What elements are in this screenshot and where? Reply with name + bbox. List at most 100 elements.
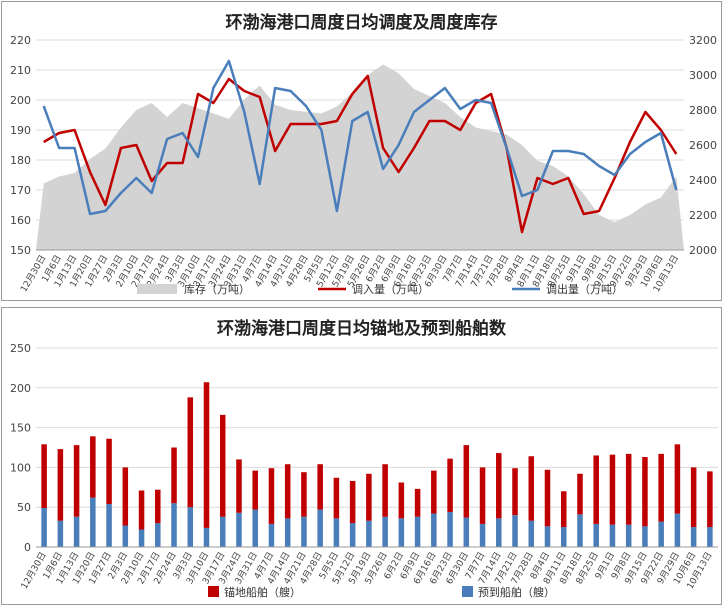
anchored-ships-bar: [155, 489, 161, 524]
expected-ships-bar: [609, 524, 616, 547]
top-right-tick-label: 2400: [689, 174, 717, 187]
anchored-ships-bar: [252, 470, 258, 510]
expected-ships-bar: [382, 516, 388, 547]
expected-ships-bar: [642, 526, 648, 547]
legend-inventory-label: 库存（万吨）: [184, 282, 250, 296]
expected-ships-bar: [528, 520, 535, 547]
anchored-ships-bar: [301, 472, 307, 517]
anchored-ships-bar: [463, 445, 470, 518]
expected-ships-bar: [447, 511, 453, 547]
top-chart-svg: 150 160 170 180 190 200 210 220 2000 2200 2400 2600…: [10, 34, 717, 296]
anchored-ships-bar: [382, 464, 388, 517]
legend-expected-label: 预到船舶（艘）: [478, 585, 555, 599]
anchored-ships-bar: [707, 471, 713, 528]
top-right-tick-label: 2200: [689, 209, 717, 222]
anchored-ships-bar: [479, 467, 486, 524]
top-left-tick-label: 210: [10, 64, 31, 77]
anchored-ships-bar: [366, 473, 372, 521]
expected-ships-bar: [479, 523, 486, 547]
expected-ships-bar: [560, 527, 567, 547]
anchored-ships-bar: [414, 488, 421, 517]
anchored-ships-bar: [431, 470, 437, 514]
expected-ships-bar: [284, 518, 291, 547]
anchored-ships-bar: [284, 464, 291, 519]
expected-ships-bar: [41, 507, 47, 547]
top-left-tick-label: 200: [10, 94, 31, 107]
expected-ships-bar: [674, 513, 681, 547]
expected-ships-bar: [463, 517, 470, 547]
anchored-ships-bar: [187, 397, 194, 508]
bottom-chart-panel: 环渤海港口周度日均锚地及预到船舶数 0 50 100 150 200 250 12月30日 1…: [1, 307, 722, 605]
anchored-ships-bar: [333, 477, 340, 519]
expected-ships-bar: [496, 518, 502, 547]
expected-ships-bar: [317, 509, 323, 547]
anchored-ships-bar: [560, 491, 567, 528]
bottom-chart-svg: 05010015020025012月30日1月6日1月13日1月20日1月27日…: [10, 342, 718, 599]
expected-ships-bar: [57, 520, 64, 547]
legend-inventory-swatch: [137, 284, 177, 294]
expected-ships-bar: [171, 503, 177, 547]
anchored-ships-bar: [57, 449, 64, 521]
expected-ships-bar: [690, 527, 697, 547]
expected-ships-bar: [625, 524, 632, 547]
anchored-ships-bar: [73, 445, 80, 517]
anchored-ships-bar: [625, 453, 632, 525]
anchored-ships-bar: [138, 490, 145, 530]
anchored-ships-bar: [512, 468, 518, 516]
anchored-ships-bar: [203, 382, 210, 528]
anchored-ships-bar: [236, 459, 242, 513]
bottom-y-tick-label: 50: [17, 501, 31, 514]
expected-ships-bar: [658, 521, 664, 547]
top-right-tick-label: 2600: [689, 139, 717, 152]
top-left-tick-label: 150: [10, 244, 31, 257]
legend-anchored-label: 锚地船舶（艘）: [224, 585, 301, 599]
inflow-line: [43, 74, 678, 234]
top-right-tick-label: 2000: [689, 244, 717, 257]
expected-ships-bar: [398, 518, 405, 547]
legend-outflow-label: 调出量（万吨）: [546, 282, 623, 296]
anchored-ships-bar: [41, 444, 47, 508]
top-chart-panel: 环渤海港口周度日均调度及周度库存 150 160 170 180 190 200 210 22…: [1, 1, 722, 301]
top-left-tick-label: 180: [10, 154, 31, 167]
top-left-tick-label: 160: [10, 214, 31, 227]
anchored-ships-bar: [398, 482, 405, 519]
top-right-tick-label: 3000: [689, 69, 717, 82]
expected-ships-bar: [90, 497, 96, 547]
anchored-ships-bar: [122, 467, 129, 526]
top-left-tick-label: 190: [10, 124, 31, 137]
bottom-chart-title: 环渤海港口周度日均锚地及预到船舶数: [217, 319, 506, 339]
anchored-ships-bar: [544, 469, 551, 527]
bottom-y-tick-label: 100: [10, 461, 31, 474]
legend-expected-swatch: [462, 586, 473, 597]
expected-ships-bar: [106, 504, 112, 547]
expected-ships-bar: [431, 513, 437, 547]
expected-ships-bar: [512, 515, 518, 547]
expected-ships-bar: [268, 523, 275, 547]
expected-ships-bar: [333, 518, 340, 547]
expected-ships-bar: [301, 516, 307, 547]
anchored-ships-bar: [171, 447, 177, 504]
expected-ships-bar: [203, 527, 210, 547]
inventory-area: [36, 64, 684, 250]
anchored-ships-bar: [658, 453, 664, 522]
expected-ships-bar: [187, 507, 194, 547]
anchored-ships-bar: [268, 468, 275, 524]
top-right-tick-label: 3200: [689, 34, 717, 47]
expected-ships-bar: [544, 526, 551, 547]
anchored-ships-bar: [690, 467, 697, 528]
expected-ships-bar: [236, 512, 242, 547]
anchored-ships-bar: [106, 438, 112, 505]
top-left-tick-label: 170: [10, 184, 31, 197]
anchored-ships-bar: [593, 455, 599, 524]
anchored-ships-bar: [609, 454, 616, 525]
anchored-ships-bar: [90, 436, 96, 498]
anchored-ships-bar: [528, 456, 535, 521]
legend-anchored-swatch: [208, 586, 219, 597]
expected-ships-bar: [122, 525, 129, 547]
expected-ships-bar: [73, 516, 80, 547]
expected-ships-bar: [414, 516, 421, 547]
expected-ships-bar: [349, 523, 356, 547]
top-chart-title: 环渤海港口周度日均调度及周度库存: [225, 13, 498, 33]
expected-ships-bar: [577, 514, 583, 547]
top-left-tick-label: 220: [10, 34, 31, 47]
